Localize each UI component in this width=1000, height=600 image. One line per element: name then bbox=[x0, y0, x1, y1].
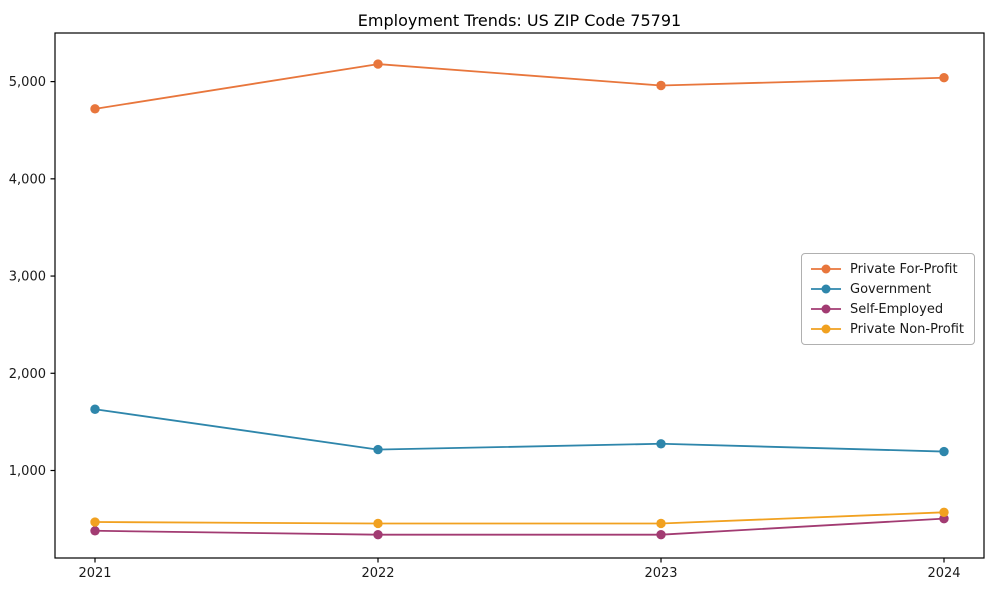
y-tick-label: 5,000 bbox=[9, 75, 46, 90]
data-point-private-for-profit bbox=[656, 80, 666, 91]
y-tick-label: 2,000 bbox=[9, 367, 46, 382]
legend-item-label: Private For-Profit bbox=[850, 261, 958, 277]
legend-item: Private For-Profit bbox=[811, 259, 964, 279]
data-point-government bbox=[939, 446, 949, 457]
legend-item-label: Private Non-Profit bbox=[850, 321, 964, 337]
data-point-private-for-profit bbox=[373, 59, 383, 69]
legend-item-label: Self-Employed bbox=[850, 301, 944, 317]
x-tick-label: 2021 bbox=[78, 566, 111, 581]
legend-marker-icon bbox=[811, 284, 842, 294]
data-point-private-non-profit bbox=[939, 507, 949, 518]
data-point-self-employed bbox=[373, 529, 383, 540]
series-line-self-employed bbox=[94, 517, 945, 536]
legend-item: Government bbox=[811, 279, 964, 299]
data-point-government bbox=[373, 444, 383, 455]
legend: Private For-Profit Government Self-Emplo… bbox=[801, 253, 975, 345]
axes-frame bbox=[54, 32, 985, 559]
data-point-private-for-profit bbox=[90, 104, 100, 114]
x-tick-label: 2024 bbox=[927, 566, 960, 581]
data-point-private-non-profit bbox=[656, 518, 666, 529]
legend-marker-icon bbox=[811, 304, 842, 314]
data-point-self-employed bbox=[90, 526, 100, 536]
x-tick-label: 2023 bbox=[644, 566, 677, 581]
y-tick-label: 1,000 bbox=[9, 464, 46, 479]
y-tick-label: 3,000 bbox=[9, 270, 46, 285]
series-line-private-non-profit bbox=[94, 511, 945, 525]
series-line-government bbox=[94, 408, 945, 453]
legend-marker-icon bbox=[811, 264, 842, 274]
data-point-private-non-profit bbox=[90, 517, 100, 527]
series-line-private-for-profit bbox=[94, 63, 945, 110]
legend-marker-icon bbox=[811, 324, 842, 334]
data-point-private-non-profit bbox=[373, 518, 383, 529]
legend-item-label: Government bbox=[850, 281, 932, 297]
legend-item: Private Non-Profit bbox=[811, 319, 964, 339]
legend-item: Self-Employed bbox=[811, 299, 964, 319]
x-tick-label: 2022 bbox=[361, 566, 394, 581]
data-point-private-for-profit bbox=[939, 73, 949, 83]
y-tick-label: 4,000 bbox=[9, 172, 46, 187]
data-point-government bbox=[90, 404, 100, 414]
data-point-government bbox=[656, 439, 666, 449]
chart-title: Employment Trends: US ZIP Code 75791 bbox=[357, 11, 682, 30]
data-point-self-employed bbox=[656, 529, 666, 540]
